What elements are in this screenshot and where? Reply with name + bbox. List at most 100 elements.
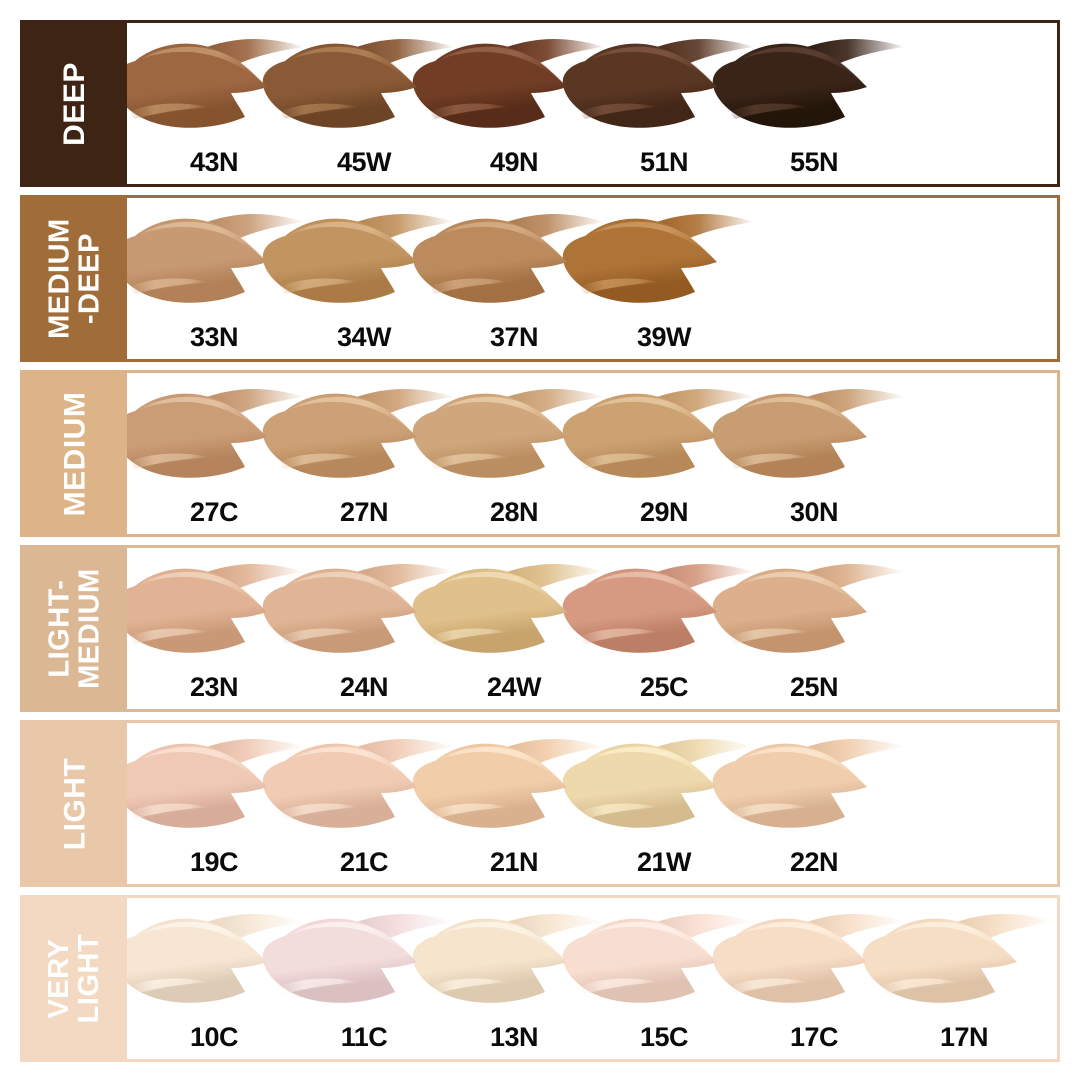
shade-swatch-34W[interactable]: 34W <box>262 198 455 359</box>
shade-name-label: 13N <box>489 1022 539 1052</box>
shade-swatch-33N[interactable]: 33N <box>127 198 305 359</box>
swatch-gloss-highlight <box>441 571 565 610</box>
swatch-streak-highlight <box>581 103 659 119</box>
row-label-text: MEDIUM <box>58 391 91 516</box>
swatch-streak-highlight <box>281 453 359 469</box>
shade-name-label: 21C <box>339 847 389 877</box>
shade-swatch-21C[interactable]: 21C <box>262 723 455 884</box>
shade-swatch-22N[interactable]: 22N <box>712 723 905 884</box>
shade-name-label: 27C <box>189 497 239 527</box>
swatch-gloss-highlight <box>591 46 715 85</box>
shade-swatch-24N[interactable]: 24N <box>262 548 455 709</box>
shade-name-label: 25N <box>789 672 839 702</box>
shade-name-label: 21W <box>636 847 692 877</box>
shade-swatch-49N[interactable]: 49N <box>412 23 605 184</box>
row-label-light: LIGHT <box>23 723 127 884</box>
shade-swatch-23N[interactable]: 23N <box>127 548 305 709</box>
shade-name-label: 43N <box>189 147 239 177</box>
row-label-light-medium: LIGHT- MEDIUM <box>23 548 127 709</box>
swatch-gloss-highlight <box>591 746 715 785</box>
swatch-tail <box>801 563 905 596</box>
shade-name-label: 27N <box>339 497 389 527</box>
shade-name-label: 49N <box>489 147 539 177</box>
shade-name-label: 19C <box>189 847 239 877</box>
swatch-body <box>127 743 267 828</box>
shade-swatch-17N[interactable]: 17N <box>862 898 1055 1059</box>
shade-name-label: 37N <box>489 322 539 352</box>
row-label-very-light: VERY LIGHT <box>23 898 127 1059</box>
swatch-gloss-highlight <box>141 746 265 785</box>
swatch-streak-highlight <box>131 628 209 644</box>
swatch-tail <box>801 38 905 71</box>
shade-swatch-45W[interactable]: 45W <box>262 23 455 184</box>
swatch-gloss-highlight <box>441 746 565 785</box>
swatch-gloss-highlight <box>741 46 865 85</box>
shade-swatch-24W[interactable]: 24W <box>412 548 605 709</box>
shade-swatch-39W[interactable]: 39W <box>562 198 755 359</box>
shade-name-label: 25C <box>639 672 689 702</box>
shade-swatch-25N[interactable]: 25N <box>712 548 905 709</box>
row-label-medium-deep: MEDIUM -DEEP <box>23 198 127 359</box>
swatch-body <box>127 393 267 478</box>
shade-swatch-15C[interactable]: 15C <box>562 898 755 1059</box>
shade-swatch-25C[interactable]: 25C <box>562 548 755 709</box>
swatch-streak-highlight <box>131 803 209 819</box>
swatch-gloss-highlight <box>741 746 865 785</box>
swatch-streak-highlight <box>431 453 509 469</box>
shade-swatch-27C[interactable]: 27C <box>127 373 305 534</box>
swatch-streak-highlight <box>731 628 809 644</box>
swatch-streak-highlight <box>581 453 659 469</box>
swatch-gloss-highlight <box>891 921 1015 960</box>
shade-name-label: 34W <box>336 322 392 352</box>
swatch-area: 27C 27N 28N 29N 30N <box>127 373 1057 534</box>
swatch-area: 10C 11C 13N 15C 17C 17N <box>127 898 1057 1059</box>
shade-swatch-21W[interactable]: 21W <box>562 723 755 884</box>
swatch-tail <box>651 213 755 246</box>
swatch-streak-highlight <box>581 803 659 819</box>
swatch-gloss-highlight <box>141 221 265 260</box>
shade-swatch-27N[interactable]: 27N <box>262 373 455 534</box>
swatch-body <box>127 43 267 128</box>
swatch-streak-highlight <box>431 628 509 644</box>
shade-swatch-43N[interactable]: 43N <box>127 23 305 184</box>
swatch-area: 33N 34W 37N 39W <box>127 198 1057 359</box>
shade-name-label: 39W <box>636 322 692 352</box>
shade-swatch-17C[interactable]: 17C <box>712 898 905 1059</box>
swatch-body <box>127 918 267 1003</box>
shade-name-label: 10C <box>189 1022 239 1052</box>
swatch-streak-highlight <box>581 978 659 994</box>
shade-swatch-11C[interactable]: 11C <box>262 898 455 1059</box>
shade-name-label: 17C <box>789 1022 839 1052</box>
shade-swatch-37N[interactable]: 37N <box>412 198 605 359</box>
swatch-gloss-highlight <box>741 396 865 435</box>
shade-swatch-28N[interactable]: 28N <box>412 373 605 534</box>
swatch-streak-highlight <box>431 803 509 819</box>
shade-name-label: 51N <box>639 147 689 177</box>
shade-name-label: 22N <box>789 847 839 877</box>
swatch-gloss-highlight <box>441 221 565 260</box>
row-label-text: LIGHT- MEDIUM <box>43 568 106 689</box>
swatch-body <box>127 568 267 653</box>
shade-name-label: 15C <box>639 1022 689 1052</box>
shade-name-label: 28N <box>489 497 539 527</box>
swatch-streak-highlight <box>131 103 209 119</box>
shade-swatch-30N[interactable]: 30N <box>712 373 905 534</box>
swatch-streak-highlight <box>731 453 809 469</box>
shade-swatch-21N[interactable]: 21N <box>412 723 605 884</box>
shade-swatch-10C[interactable]: 10C <box>127 898 305 1059</box>
shade-swatch-13N[interactable]: 13N <box>412 898 605 1059</box>
shade-name-label: 21N <box>489 847 539 877</box>
shade-swatch-51N[interactable]: 51N <box>562 23 755 184</box>
shade-name-label: 33N <box>189 322 239 352</box>
shade-row: VERY LIGHT 10C 11C 13N 15C 17C 17N <box>20 895 1060 1062</box>
shade-name-label: 55N <box>789 147 839 177</box>
swatch-gloss-highlight <box>591 921 715 960</box>
shade-swatch-55N[interactable]: 55N <box>712 23 905 184</box>
shade-swatch-19C[interactable]: 19C <box>127 723 305 884</box>
swatch-streak-highlight <box>731 803 809 819</box>
shade-row: LIGHT- MEDIUM 23N 24N 24W 25C 25N <box>20 545 1060 712</box>
swatch-gloss-highlight <box>441 921 565 960</box>
swatch-gloss-highlight <box>291 221 415 260</box>
shade-swatch-29N[interactable]: 29N <box>562 373 755 534</box>
